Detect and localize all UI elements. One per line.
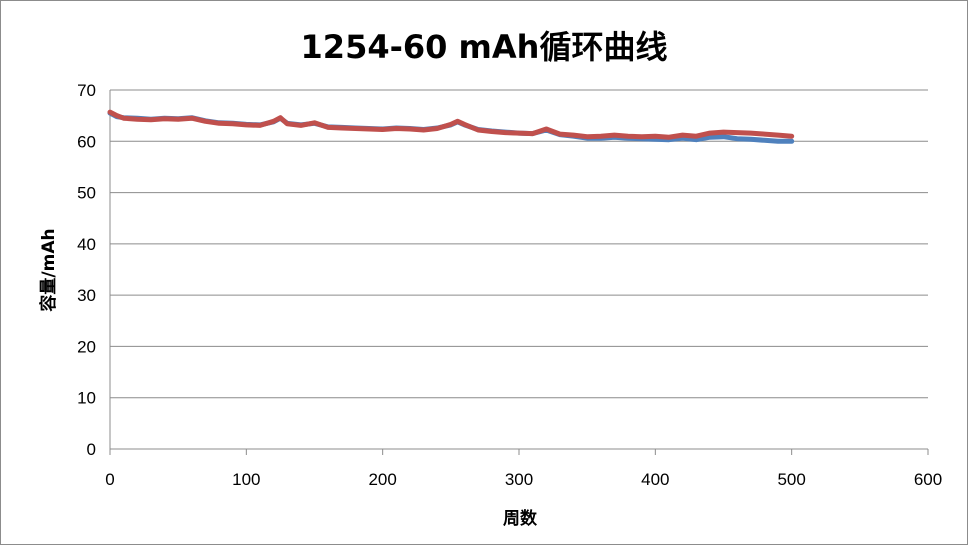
y-axis-label: 容量/mAh xyxy=(38,228,59,311)
y-tick-label: 0 xyxy=(87,440,96,459)
y-tick-label: 20 xyxy=(77,337,96,356)
chart-title: 1254-60 mAh循环曲线 xyxy=(301,28,668,66)
x-tick-label: 0 xyxy=(105,470,114,489)
x-tick-label: 600 xyxy=(914,470,942,489)
gridlines xyxy=(110,89,928,399)
x-tick-labels: 0 100 200 300 400 500 600 xyxy=(105,470,942,489)
y-tick-label: 60 xyxy=(77,132,96,151)
y-tick-label: 70 xyxy=(77,81,96,100)
y-tick-label: 40 xyxy=(77,235,96,254)
series-line-2 xyxy=(107,109,795,140)
y-tick-label: 50 xyxy=(77,184,96,203)
x-tick-label: 400 xyxy=(641,470,669,489)
axes xyxy=(109,90,929,455)
x-axis-label: 周数 xyxy=(503,508,538,529)
y-tick-label: 10 xyxy=(77,389,96,408)
series-group xyxy=(107,109,795,144)
x-tick-label: 500 xyxy=(777,470,805,489)
x-tick-label: 300 xyxy=(505,470,533,489)
x-tick-label: 200 xyxy=(368,470,396,489)
x-tick-label: 100 xyxy=(232,470,260,489)
y-tick-labels: 0 10 20 30 40 50 60 70 xyxy=(77,81,96,459)
y-tick-label: 30 xyxy=(77,286,96,305)
